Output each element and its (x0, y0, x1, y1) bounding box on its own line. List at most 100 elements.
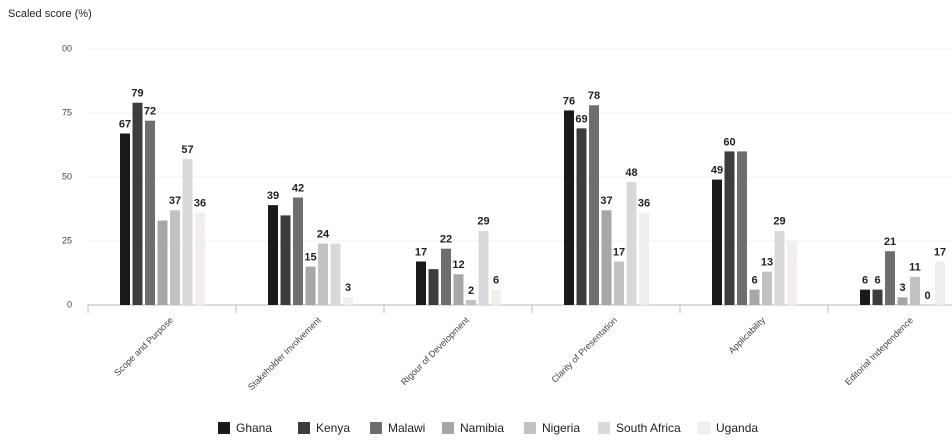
bar (762, 271, 772, 305)
x-tick-label: Applicability (726, 315, 767, 356)
data-label: 37 (169, 195, 181, 207)
y-tick-label: 00 (62, 43, 72, 53)
data-label: 6 (874, 275, 880, 287)
data-label: 13 (761, 257, 773, 269)
bar (466, 299, 476, 305)
legend-label: Uganda (716, 421, 758, 435)
legend-label: Nigeria (542, 421, 580, 435)
legend-swatch (218, 422, 230, 434)
bar (860, 289, 870, 305)
bar (749, 289, 760, 305)
y-tick-label: 25 (62, 235, 72, 245)
bar (601, 210, 612, 305)
data-label: 36 (638, 198, 650, 210)
bar (305, 266, 316, 305)
bar (576, 128, 587, 305)
bar (170, 210, 180, 305)
data-label: 6 (751, 275, 757, 287)
legend-swatch (598, 422, 610, 434)
bar (491, 289, 501, 305)
bar (132, 102, 143, 305)
bar (293, 197, 303, 305)
data-label: 24 (317, 228, 330, 240)
data-label: 42 (292, 182, 304, 194)
legend-swatch (370, 422, 382, 434)
legend-swatch (442, 422, 454, 434)
data-label: 39 (267, 190, 279, 202)
legend-label: South Africa (616, 421, 681, 435)
bar (343, 297, 353, 305)
bar (910, 276, 920, 305)
legend-swatch (298, 422, 310, 434)
y-tick-label: 50 (62, 171, 72, 181)
bar (416, 261, 426, 305)
data-label: 6 (862, 275, 868, 287)
x-tick-label: Editorial Independence (843, 315, 915, 387)
bar (626, 182, 637, 305)
x-tick-label: Rigour of Development (399, 315, 472, 388)
data-label: 15 (304, 252, 316, 264)
data-label: 21 (884, 236, 896, 248)
data-label: 60 (723, 136, 735, 148)
bar (639, 212, 649, 305)
y-tick-label: 0 (67, 299, 72, 309)
legend-swatch (524, 422, 536, 434)
x-tick-label: Stakeholder Involvement (246, 315, 323, 392)
bar (145, 120, 155, 306)
bar (195, 212, 205, 305)
legend-label: Namibia (460, 421, 504, 435)
bar (330, 243, 341, 305)
data-label: 22 (440, 234, 452, 246)
bar (120, 133, 130, 305)
bar (157, 220, 168, 305)
legend-swatch (697, 421, 711, 435)
bar (182, 159, 193, 305)
bar (774, 230, 785, 305)
bar (564, 110, 574, 305)
axis-title: Scaled score (%) (8, 8, 92, 20)
bar (897, 297, 908, 305)
data-label: 48 (625, 167, 637, 179)
data-label: 6 (493, 275, 499, 287)
bar (737, 151, 747, 305)
data-label: 11 (909, 262, 921, 274)
bar (441, 248, 451, 305)
data-label: 79 (131, 88, 143, 100)
data-label: 36 (194, 198, 206, 210)
legend-label: Malawi (388, 421, 425, 435)
bar (614, 261, 624, 305)
data-label: 3 (899, 282, 905, 294)
data-label: 78 (588, 90, 600, 102)
data-label: 17 (613, 246, 625, 258)
data-label: 3 (345, 282, 351, 294)
data-label: 29 (773, 216, 785, 228)
bar (872, 289, 883, 305)
bar (478, 230, 489, 305)
bar (268, 205, 278, 305)
bar (935, 261, 945, 305)
legend-label: Ghana (236, 421, 272, 435)
bar (885, 251, 895, 305)
bar (712, 179, 722, 305)
x-tick-label: Clarity of Presentation (549, 315, 619, 385)
y-tick-label: 75 (62, 107, 72, 117)
data-label: 57 (181, 144, 193, 156)
data-label: 0 (924, 290, 930, 302)
data-label: 72 (144, 106, 156, 118)
data-label: 67 (119, 118, 131, 130)
data-label: 76 (563, 95, 575, 107)
data-label: 17 (934, 246, 946, 258)
legend-label: Kenya (316, 421, 350, 435)
bar (589, 105, 599, 305)
data-label: 17 (415, 246, 427, 258)
data-label: 12 (452, 259, 464, 271)
bar (428, 269, 439, 305)
data-label: 69 (575, 113, 587, 125)
bar (318, 243, 328, 305)
bar (453, 274, 464, 305)
data-label: 2 (468, 285, 474, 297)
data-label: 29 (477, 216, 489, 228)
bar (724, 151, 735, 305)
bar (787, 241, 797, 305)
